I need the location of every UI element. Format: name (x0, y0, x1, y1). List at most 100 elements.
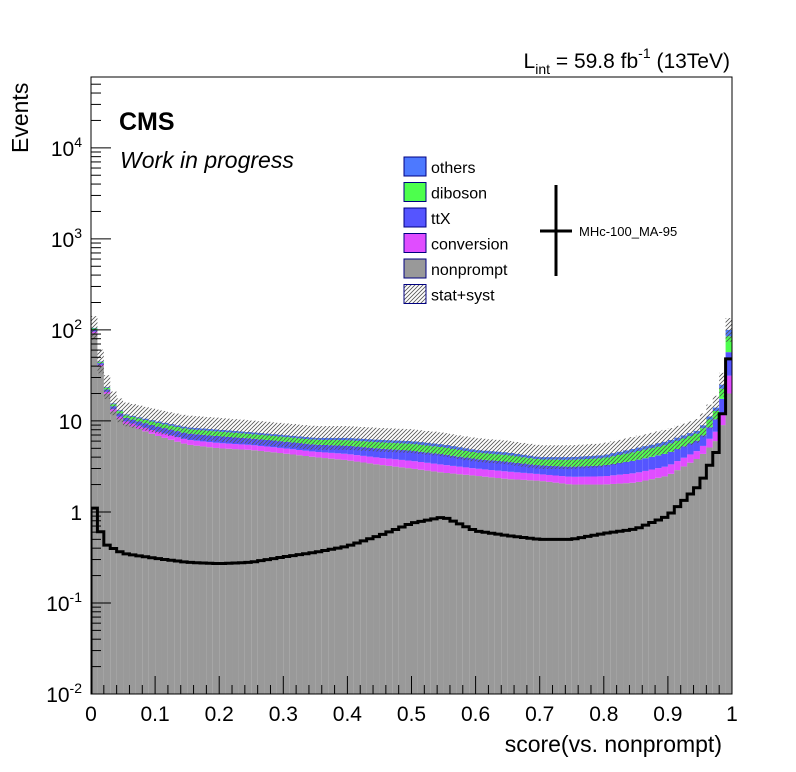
bar-conversion (238, 444, 245, 450)
bar-uncertainty (699, 413, 707, 438)
bar-uncertainty (353, 426, 361, 451)
bar-ttx (661, 453, 668, 467)
bar-conversion (501, 471, 508, 479)
bar-ttx (526, 464, 534, 474)
bar-conversion (328, 452, 335, 459)
bar-ttx (719, 398, 726, 414)
bar-ttx (706, 427, 713, 439)
bar-nonprompt (539, 481, 547, 694)
bar-nonprompt (437, 472, 444, 694)
bar-conversion (719, 413, 726, 426)
bar-nonprompt (232, 449, 239, 694)
bar-nonprompt (97, 366, 104, 694)
bar-conversion (283, 448, 290, 454)
bar-ttx (494, 460, 502, 471)
bar-ttx (674, 449, 681, 462)
bar-nonprompt (302, 456, 309, 694)
y-axis-label: Events (7, 83, 33, 153)
bar-nonprompt (251, 450, 258, 694)
bar-uncertainty (507, 441, 515, 465)
bar-ttx (558, 466, 566, 477)
bar-conversion (539, 474, 547, 482)
x-tick-label: 0.5 (397, 703, 426, 726)
bar-uncertainty (302, 425, 309, 449)
bar-conversion (706, 438, 713, 448)
bar-nonprompt (225, 448, 233, 694)
bar-uncertainty (590, 443, 598, 468)
bar-conversion (296, 449, 303, 456)
bar-conversion (603, 475, 611, 485)
bar-nonprompt (520, 479, 527, 694)
bar-conversion (693, 451, 700, 459)
bar-conversion (712, 431, 720, 442)
bar-nonprompt (469, 475, 476, 694)
bar-uncertainty (123, 402, 130, 427)
bar-nonprompt (411, 468, 418, 694)
bar-uncertainty (103, 375, 111, 399)
bar-ttx (565, 466, 572, 477)
bar-nonprompt (507, 479, 515, 694)
bar-ttx (405, 450, 412, 461)
bar-conversion (584, 476, 591, 485)
x-tick-label: 0 (85, 703, 97, 726)
bar-nonprompt (366, 463, 374, 694)
bar-conversion (347, 454, 354, 461)
bar-nonprompt (719, 425, 726, 694)
bar-nonprompt (129, 426, 136, 694)
stacked-histogram (91, 316, 732, 694)
bar-conversion (379, 458, 386, 466)
bar-nonprompt (635, 481, 643, 694)
bar-uncertainty (379, 428, 386, 452)
bar-ttx (584, 466, 591, 477)
bar-nonprompt (264, 451, 271, 694)
bar-conversion (353, 455, 361, 462)
bar-nonprompt (353, 461, 361, 694)
bar-ttx (379, 448, 386, 459)
bar-nonprompt (494, 478, 502, 694)
bar-nonprompt (693, 458, 700, 694)
bar-conversion (597, 476, 604, 485)
bar-nonprompt (276, 453, 284, 694)
bar-nonprompt (373, 464, 380, 694)
bar-uncertainty (571, 445, 579, 469)
bar-ttx (462, 457, 470, 468)
bar-uncertainty (437, 432, 444, 457)
legend-swatch (403, 233, 427, 253)
bar-conversion (167, 435, 175, 440)
bar-nonprompt (533, 480, 540, 694)
bar-uncertainty (321, 426, 329, 450)
bar-ttx (411, 451, 418, 462)
bar-ttx (597, 465, 604, 477)
bar-uncertainty (546, 445, 553, 470)
bar-uncertainty (462, 436, 470, 461)
bar-uncertainty (174, 413, 181, 438)
bar-uncertainty (526, 443, 534, 468)
bar-uncertainty (719, 372, 726, 397)
bar-conversion (405, 460, 412, 469)
legend-label: diboson (431, 186, 487, 203)
bar-nonprompt (135, 428, 143, 694)
bar-conversion (244, 444, 252, 450)
bar-diboson (725, 336, 732, 353)
x-tick-label: 0.7 (525, 703, 554, 726)
bar-conversion (437, 464, 444, 473)
bar-conversion (674, 461, 681, 471)
bar-nonprompt (110, 411, 117, 694)
bar-uncertainty (411, 429, 418, 454)
bar-ttx (546, 465, 553, 475)
bar-nonprompt (514, 479, 521, 694)
bar-nonprompt (155, 435, 162, 694)
bar-ttx (417, 451, 425, 463)
bar-nonprompt (610, 483, 617, 694)
bar-ttx (667, 451, 675, 465)
bar-nonprompt (571, 484, 579, 694)
bar-nonprompt (296, 455, 303, 694)
bar-ttx (430, 453, 438, 464)
signal-legend-label: MHc-100_MA-95 (579, 224, 677, 239)
bar-ttx (475, 459, 483, 469)
bar-nonprompt (482, 476, 489, 694)
bar-nonprompt (206, 447, 213, 694)
bar-uncertainty (167, 412, 175, 436)
bar-uncertainty (347, 426, 354, 450)
y-tick-label: 10 (59, 411, 82, 434)
